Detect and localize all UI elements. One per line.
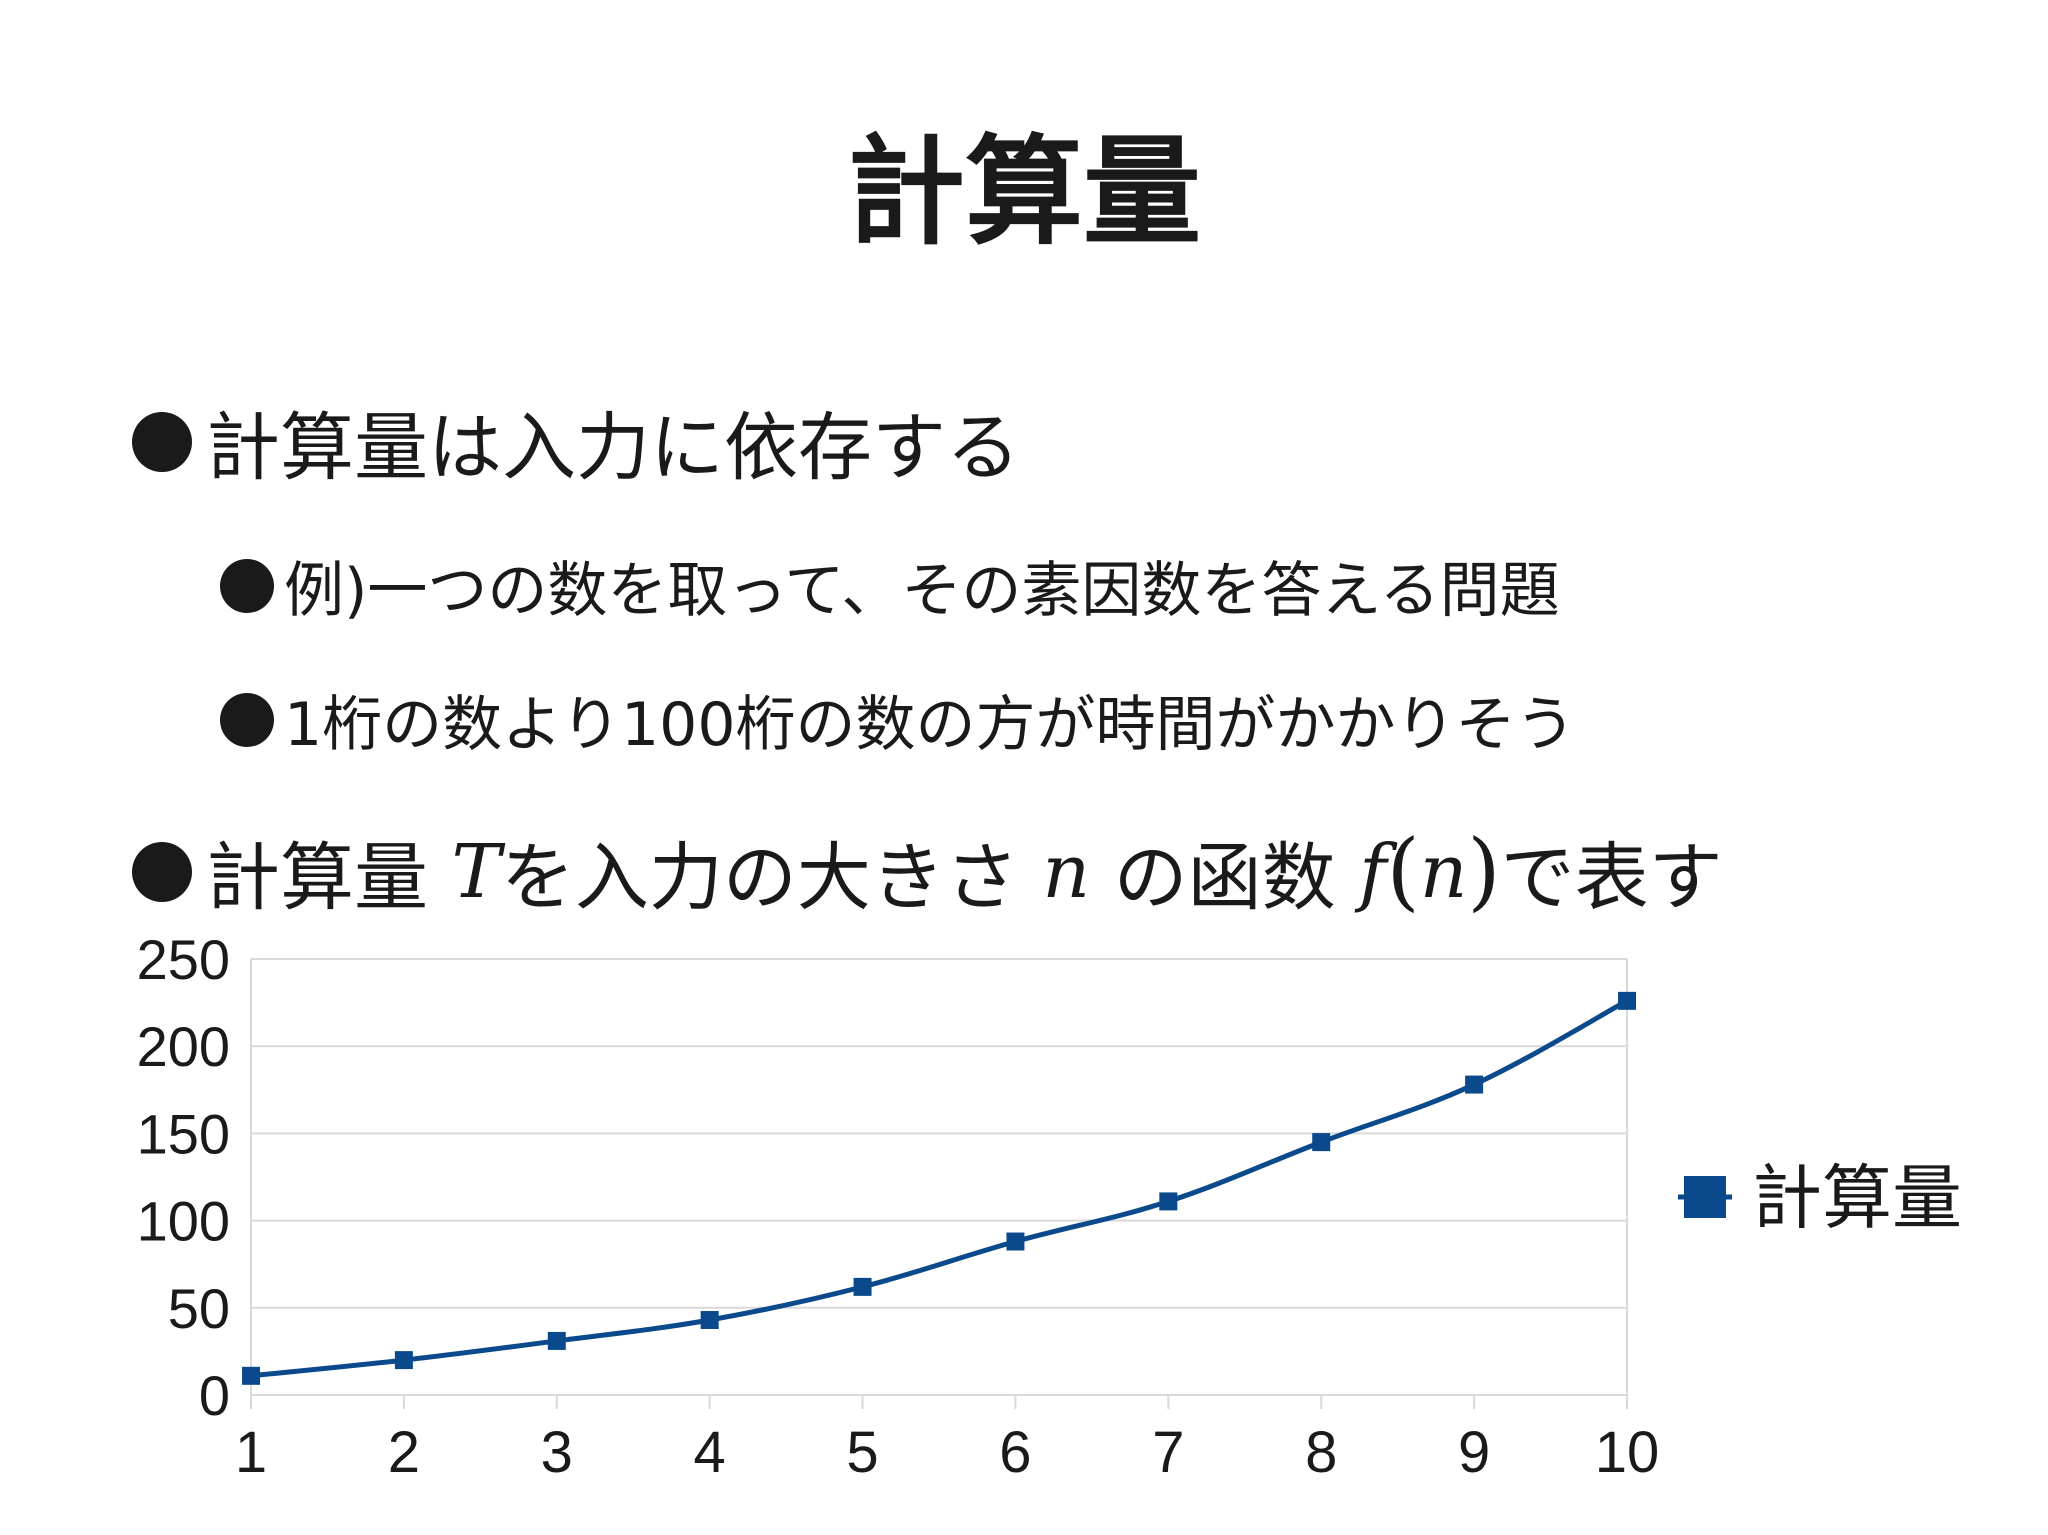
- x-tick-label-8: 8: [1305, 1420, 1337, 1485]
- formula-var-n: n: [1042, 828, 1091, 915]
- legend-marker-icon: [1684, 1176, 1726, 1218]
- formula-var-f: f: [1359, 828, 1387, 915]
- data-point-3: [547, 1331, 566, 1350]
- data-point-9: [1465, 1075, 1484, 1094]
- formula-text-2: を入力の大きさ: [500, 835, 1043, 921]
- data-point-2: [394, 1351, 413, 1370]
- formula-text-1: 計算量: [206, 835, 452, 921]
- formula-var-n-arg: n: [1419, 828, 1468, 915]
- bullet-dot-icon: [132, 841, 192, 902]
- formula-var-T: T: [451, 828, 501, 915]
- formula-text-4: で表す: [1500, 835, 1723, 921]
- slide-title: 計算量: [846, 123, 1201, 261]
- data-point-8: [1312, 1133, 1331, 1152]
- formula-paren-open: (: [1386, 822, 1420, 921]
- x-tick-label-2: 2: [388, 1420, 420, 1485]
- x-tick-label-10: 10: [1595, 1420, 1660, 1485]
- data-point-10: [1618, 991, 1636, 1010]
- bullet-formula: 計算量 T を入力の大きさ n の函数 f ( n ) で表す: [132, 818, 1723, 925]
- x-tick-label-1: 1: [235, 1420, 267, 1485]
- y-tick-label-250: 250: [137, 928, 230, 991]
- formula-text-3: の函数: [1090, 835, 1360, 921]
- y-tick-label-100: 100: [137, 1190, 230, 1253]
- y-tick-label-200: 200: [137, 1015, 230, 1078]
- data-point-1: [242, 1366, 260, 1385]
- x-tick-label-9: 9: [1458, 1420, 1490, 1485]
- bullet-dot-icon: [220, 692, 274, 747]
- x-tick-label-7: 7: [1152, 1420, 1184, 1485]
- legend-label: 計算量: [1752, 1157, 1962, 1239]
- bullet-1-text: 計算量は入力に依存する: [206, 405, 1020, 491]
- y-tick-label-0: 0: [199, 1364, 230, 1427]
- y-tick-label-150: 150: [137, 1102, 230, 1165]
- series-line-0: [250, 998, 1629, 1379]
- sub-bullet-2-text: 1桁の数より100桁の数の方が時間がかかりそう: [284, 690, 1576, 760]
- bullet-dot-icon: [220, 558, 274, 613]
- data-point-4: [700, 1311, 719, 1330]
- x-tick-label-4: 4: [694, 1420, 726, 1485]
- data-point-5: [853, 1277, 872, 1296]
- x-tick-label-5: 5: [846, 1420, 878, 1485]
- sub-bullet-1-text: 例)一つの数を取って、その素因数を答える問題: [284, 556, 1560, 626]
- x-tick-label-3: 3: [541, 1420, 573, 1485]
- data-point-7: [1159, 1192, 1178, 1211]
- x-tick-label-6: 6: [999, 1420, 1031, 1485]
- bullet-1: 計算量は入力に依存する: [132, 388, 1020, 495]
- bullet-dot-icon: [132, 411, 192, 472]
- data-point-6: [1006, 1232, 1025, 1251]
- formula-paren-close: ): [1467, 822, 1501, 921]
- y-tick-label-50: 50: [168, 1277, 230, 1340]
- sub-bullet-2: 1桁の数より100桁の数の方が時間がかかりそう: [220, 676, 1576, 763]
- sub-bullet-1: 例)一つの数を取って、その素因数を答える問題: [220, 542, 1560, 629]
